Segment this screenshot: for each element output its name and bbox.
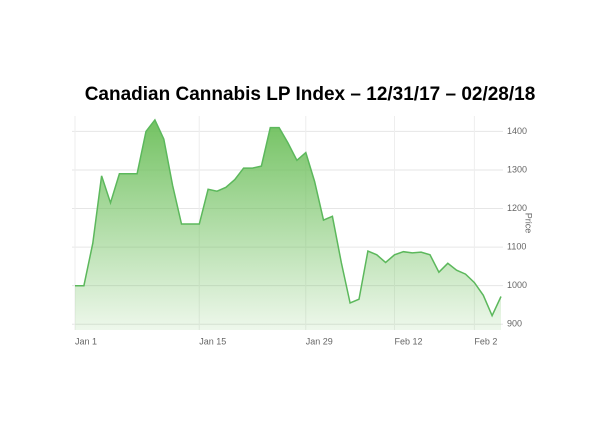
x-tick-label: Jan 1	[75, 336, 97, 346]
line	[75, 118, 502, 318]
y-axis-label: Price	[524, 213, 534, 234]
y-tick-label: 1200	[507, 203, 527, 213]
x-tick-label: Jan 15	[199, 336, 226, 346]
y-tick-label: 1000	[507, 280, 527, 290]
y-tick-label: 1100	[507, 241, 526, 251]
x-tick-label: Feb 12	[395, 336, 423, 346]
x-tick-label: Jan 29	[306, 336, 333, 346]
chart-title: Canadian Cannabis LP Index – 12/31/17 – …	[85, 84, 536, 105]
x-tick-label: Feb 2	[474, 336, 497, 346]
y-tick-label: 1300	[507, 164, 527, 174]
area	[75, 119, 501, 331]
y-tick-label: 900	[507, 319, 522, 329]
y-tick-label: 1400	[507, 126, 527, 136]
